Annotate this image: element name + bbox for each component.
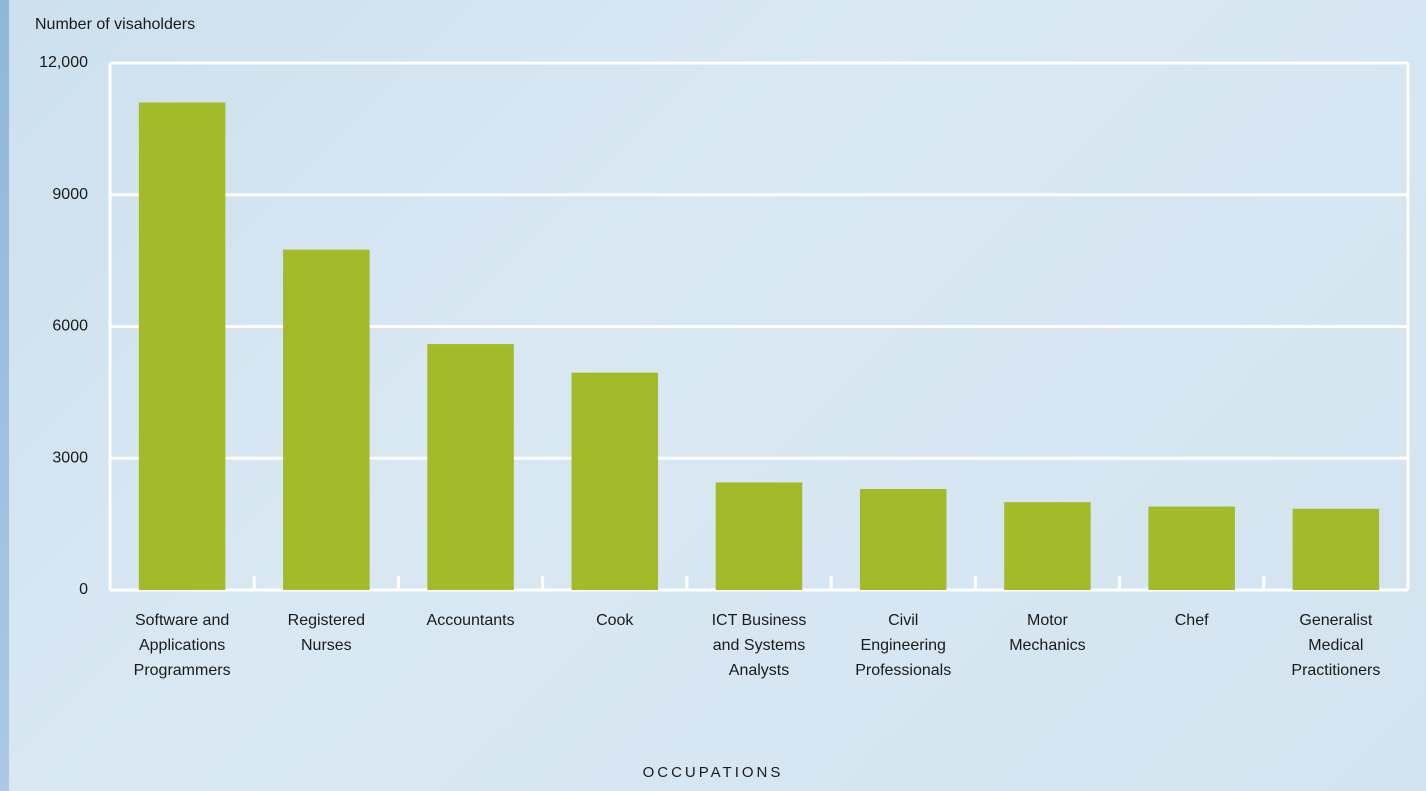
x-tick-label: Motor Mechanics bbox=[1009, 612, 1086, 654]
bar bbox=[1292, 508, 1380, 590]
x-tick-label: Accountants bbox=[426, 612, 515, 629]
y-tick-label: 9000 bbox=[52, 186, 88, 203]
bar bbox=[138, 102, 226, 591]
side-stripe bbox=[0, 0, 9, 791]
x-tick-label: Registered Nurses bbox=[287, 612, 366, 654]
bar bbox=[859, 488, 947, 590]
y-tick-label: 3000 bbox=[52, 449, 88, 466]
bar bbox=[427, 344, 514, 590]
x-tick-label: ICT Business and Systems Analysts bbox=[711, 612, 807, 679]
x-tick-label: Cook bbox=[596, 612, 634, 629]
x-tick-label: Software and Applications Programmers bbox=[133, 612, 231, 679]
bar bbox=[283, 249, 370, 591]
bar bbox=[1148, 506, 1235, 590]
bar bbox=[715, 482, 803, 590]
x-tick-label: Civil Engineering Professionals bbox=[855, 612, 952, 679]
x-axis-title: OCCUPATIONS bbox=[642, 764, 784, 781]
bar bbox=[1004, 502, 1091, 590]
x-tick-label: Chef bbox=[1174, 612, 1209, 629]
y-tick-label: 12,000 bbox=[39, 54, 88, 71]
x-tick-label: Generalist Medical Practitioners bbox=[1291, 612, 1381, 679]
y-tick-label: 6000 bbox=[52, 318, 88, 335]
y-tick-label: 0 bbox=[79, 581, 88, 598]
bar bbox=[571, 372, 659, 590]
y-axis-title: Number of visaholders bbox=[35, 16, 196, 33]
